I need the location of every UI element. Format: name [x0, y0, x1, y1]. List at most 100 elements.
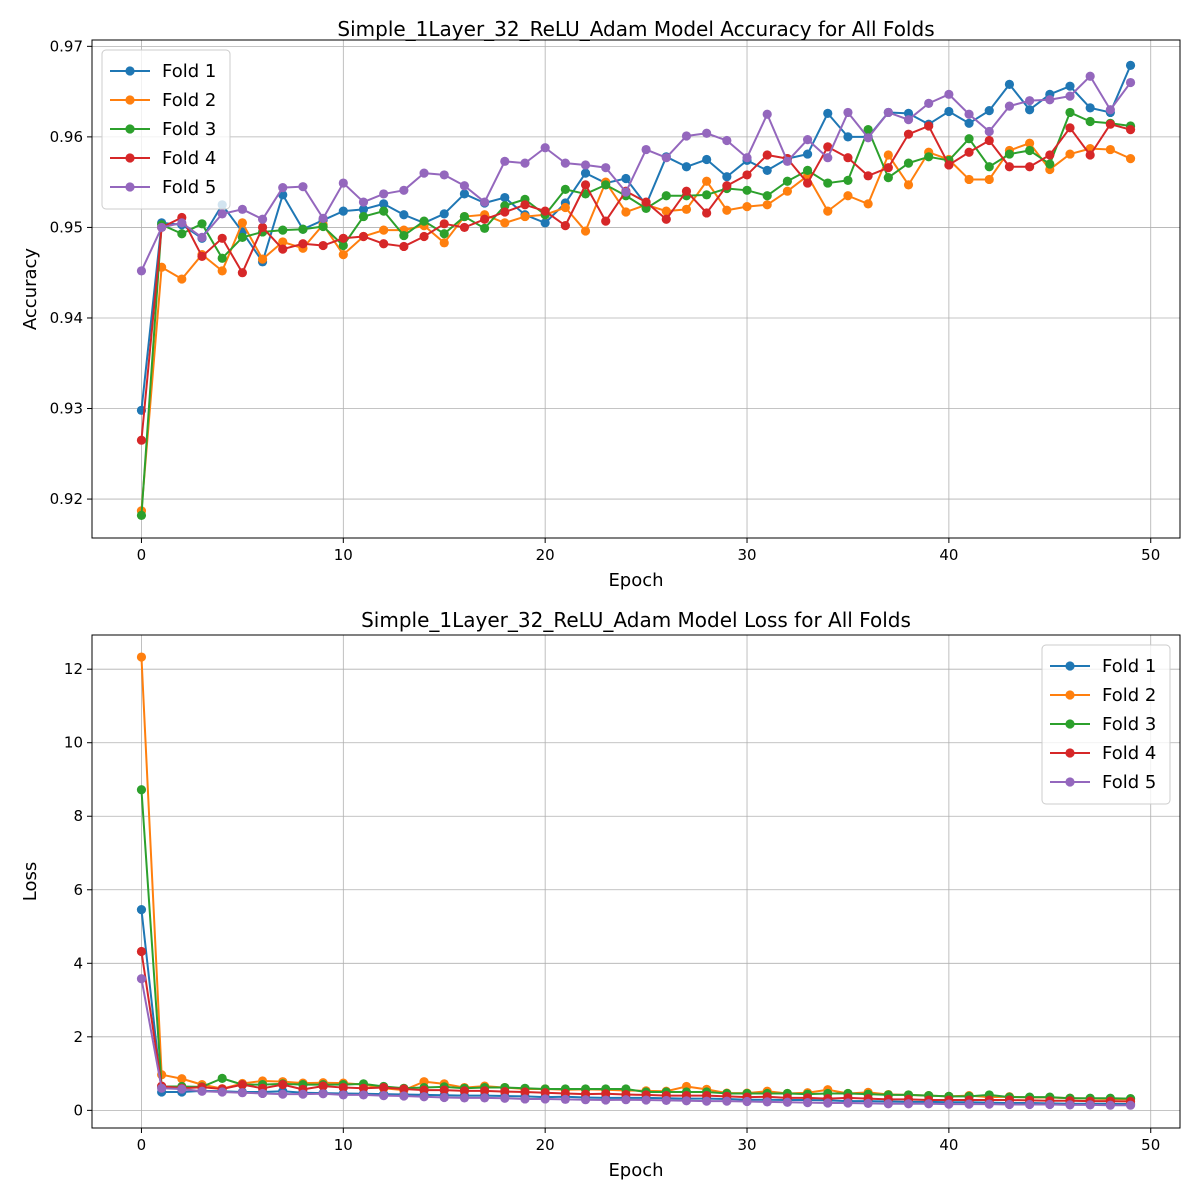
- chart-1-series-4-point: [843, 153, 853, 163]
- chart-1-series-2-point: [984, 174, 994, 185]
- chart-2-series-4-point: [439, 1085, 449, 1095]
- chart-1-series-1-point: [1085, 103, 1095, 113]
- chart-2-series-line-4: [140, 951, 1131, 1103]
- chart-2-series-5-point: [903, 1099, 914, 1109]
- chart-2-x-axis-label: Epoch: [608, 1160, 663, 1181]
- chart-1-series-2-point: [863, 199, 873, 209]
- chart-1-series-5-point: [782, 156, 792, 166]
- chart-1-series-5-point: [641, 144, 651, 155]
- chart-1-series-4-point: [459, 222, 470, 233]
- chart-2-series-4-point: [379, 1082, 389, 1093]
- chart-2-series-1-point: [136, 905, 147, 915]
- chart-2-series-5-point: [318, 1089, 328, 1099]
- chart-2-series-5-point: [621, 1095, 631, 1105]
- chart-1-series-2-point: [843, 191, 853, 201]
- chart-1-series-2-point: [1025, 138, 1035, 148]
- chart-1-series-1-point: [399, 210, 409, 220]
- chart-1-series-5-point: [944, 89, 954, 99]
- chart-2-series-line-2: [140, 657, 1131, 1101]
- chart-2-series-4-point: [318, 1081, 328, 1091]
- chart-2-legend-swatch-marker: [1065, 777, 1075, 787]
- chart-1-series-2-point: [278, 237, 288, 247]
- chart-2-series-5-point: [419, 1092, 429, 1102]
- chart-1-series-2-point: [500, 218, 510, 228]
- chart-2-series-5-point: [823, 1098, 833, 1108]
- chart-1-series-5-point: [379, 189, 389, 199]
- chart-2-xtick-label: 50: [1141, 1136, 1160, 1154]
- chart-1-series-1-point: [681, 162, 692, 172]
- chart-2-series-5-point: [439, 1092, 449, 1103]
- chart-1-ytick-label: 0.96: [50, 128, 83, 146]
- chart-2-series-5-point: [520, 1094, 530, 1104]
- chart-1-series-1-point: [1065, 81, 1075, 91]
- chart-1-series-4-point: [1004, 162, 1015, 172]
- chart-1-series-4-point: [1125, 125, 1136, 135]
- chart-1-series-5-point: [177, 218, 187, 228]
- chart-1-legend-swatch-marker: [125, 182, 135, 192]
- chart-2-series-5-point: [681, 1096, 692, 1106]
- chart-1-series-5-point: [964, 109, 974, 119]
- chart-2-series-5-point: [1045, 1099, 1055, 1110]
- chart-2-legend-label: Fold 1: [1102, 656, 1156, 677]
- chart-2-series-5-point: [1105, 1100, 1115, 1110]
- chart-1-series-5-point: [984, 126, 994, 137]
- chart-1-legend-box: [101, 49, 231, 210]
- chart-2-series-line-3: [140, 789, 1131, 1100]
- chart-1-series-5-point: [661, 153, 671, 163]
- chart-2-series-5-point: [722, 1096, 732, 1106]
- chart-1-series-3-point: [641, 203, 651, 214]
- chart-1-series-4-point: [1045, 150, 1055, 160]
- chart-1-series-3-point: [358, 211, 369, 222]
- chart-1-series-3-point: [843, 175, 853, 185]
- chart-1-series-1-point: [358, 204, 369, 214]
- chart-2-series-3-point: [217, 1073, 227, 1083]
- chart-1-series-4-point: [722, 181, 732, 191]
- chart-1-series-5-point: [318, 213, 328, 223]
- chart-2-series-5-point: [500, 1093, 510, 1103]
- chart-1-series-5-point: [863, 133, 873, 143]
- chart-2-series-5-point: [237, 1088, 247, 1098]
- chart-1-ytick-label: 0.94: [50, 309, 83, 327]
- chart-2-ytick-label: 0: [73, 1101, 83, 1119]
- chart-2-series-5-point: [157, 1083, 167, 1093]
- chart-1-series-2-point: [177, 274, 187, 284]
- chart-1-series-5-point: [358, 197, 369, 207]
- chart-1-series-3-point: [762, 191, 772, 201]
- chart-1-series-line-1: [140, 64, 1132, 411]
- chart-2-xtick-label: 30: [737, 1136, 756, 1154]
- chart-1-series-3-point: [237, 232, 247, 242]
- chart-1-series-3-point: [197, 219, 207, 229]
- chart-1-xtick-label: 30: [737, 546, 756, 564]
- chart-2-xtick-label: 0: [137, 1136, 147, 1154]
- chart-1-series-4-point: [702, 208, 712, 218]
- chart-2-series-5-point: [459, 1093, 470, 1103]
- chart-1-series-1-point: [903, 108, 914, 118]
- chart-1-series-1-point: [964, 118, 974, 128]
- chart-1-series-1-point: [1125, 60, 1136, 70]
- chart-1-series-3-point: [560, 184, 570, 194]
- chart-1-series-5-point: [823, 153, 833, 163]
- chart-2-ytick-label: 6: [73, 881, 83, 899]
- chart-1-series-3-point: [924, 152, 934, 162]
- chart-1-series-5-point: [580, 160, 591, 170]
- chart-1-series-3-point: [480, 223, 490, 233]
- chart-2-series-5-point: [560, 1094, 570, 1104]
- chart-1-series-4-point: [802, 178, 813, 188]
- chart-1-series-5-point: [157, 222, 167, 233]
- chart-1-series-1-point: [439, 209, 449, 219]
- chart-2-series-5-point: [984, 1099, 994, 1109]
- chart-1-series-2-point: [883, 150, 893, 160]
- chart-2-series-5-point: [641, 1095, 651, 1105]
- chart-1-series-3-point: [964, 134, 974, 144]
- chart-2-legend-swatch-marker: [1065, 719, 1075, 729]
- chart-2-series-5-point: [661, 1095, 671, 1106]
- chart-1-series-2-point: [1105, 144, 1115, 155]
- chart-1-series-4-point: [278, 244, 288, 254]
- chart-2-legend-label: Fold 4: [1102, 743, 1156, 764]
- chart-1-legend: Fold 1 Fold 2 Fold 3 Fold 4 Fold 5: [101, 49, 231, 210]
- chart-2-series-2-point: [136, 652, 147, 662]
- chart-1-plot: 0 10 20 30 40 50 0.92 0.93 0.94 0.95 0.96 0.97 Simpl…: [20, 17, 1181, 591]
- chart-1-title: Simple_1Layer_32_ReLU_Adam Model Accurac…: [337, 17, 934, 41]
- chart-1-series-3-point: [439, 229, 449, 239]
